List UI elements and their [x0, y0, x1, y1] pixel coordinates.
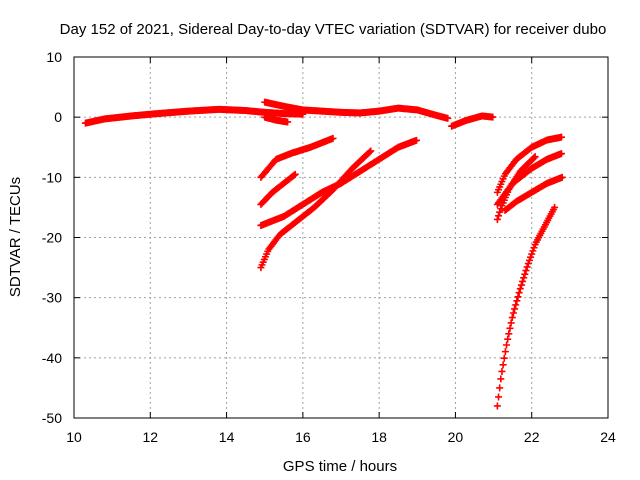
- data-point: [290, 171, 298, 179]
- data-point: [493, 215, 501, 223]
- chart-title: Day 152 of 2021, Sidereal Day-to-day VTE…: [60, 21, 607, 38]
- data-point: [511, 305, 519, 313]
- data-point: [515, 289, 523, 297]
- data-point: [500, 354, 508, 362]
- data-point: [501, 348, 509, 356]
- x-axis-label: GPS time / hours: [283, 458, 397, 475]
- data-point: [531, 153, 539, 161]
- data-point: [495, 393, 503, 401]
- data-point: [413, 136, 421, 144]
- data-point: [551, 203, 559, 211]
- series-arc-13: [493, 203, 559, 410]
- x-axis-ticks: 10 12 14 16 18 20 22 24: [66, 57, 616, 445]
- y-tick-label: -30: [42, 290, 62, 306]
- data-point: [524, 260, 532, 268]
- data-point: [291, 170, 299, 178]
- data-point: [523, 263, 531, 271]
- data-point: [516, 285, 524, 293]
- series-arc-12: [501, 173, 566, 214]
- series-arc-9: [493, 133, 565, 196]
- data-point: [366, 148, 374, 156]
- data-point: [489, 113, 497, 121]
- y-axis-ticks: 10 0 -10 -20 -30 -40 -50: [42, 49, 608, 426]
- data-point: [514, 293, 522, 301]
- data-point: [513, 297, 521, 305]
- data-point: [530, 154, 538, 162]
- data-point: [367, 147, 375, 155]
- series-arc-2: [261, 98, 452, 122]
- data-point: [504, 335, 512, 343]
- data-point: [557, 150, 565, 158]
- y-tick-label: -40: [42, 350, 62, 366]
- series-arc-6: [257, 170, 299, 208]
- data-point: [525, 256, 533, 264]
- data-point: [496, 384, 504, 392]
- x-tick-label: 16: [295, 429, 311, 445]
- data-point: [558, 173, 566, 181]
- y-tick-label: -10: [42, 169, 62, 185]
- x-tick-label: 24: [600, 429, 616, 445]
- data-point: [528, 250, 536, 258]
- x-tick-label: 14: [219, 429, 235, 445]
- data-point: [503, 341, 511, 349]
- data-point: [527, 253, 535, 261]
- series-arc-11: [493, 153, 539, 223]
- series-arc-3: [261, 113, 292, 126]
- series-arc-5: [257, 134, 337, 181]
- data-point: [508, 314, 516, 322]
- data-point: [509, 309, 517, 317]
- x-tick-label: 12: [142, 429, 158, 445]
- data-markers: [81, 98, 566, 410]
- data-point: [521, 270, 529, 278]
- data-point: [493, 402, 501, 410]
- data-point: [498, 367, 506, 375]
- data-point: [512, 301, 520, 309]
- y-tick-label: -50: [42, 410, 62, 426]
- series-arc-8: [257, 147, 375, 272]
- x-tick-label: 20: [448, 429, 464, 445]
- data-point: [505, 330, 513, 338]
- data-point: [557, 133, 565, 141]
- y-tick-label: 10: [46, 49, 62, 65]
- data-point: [506, 324, 514, 332]
- series-arc-4: [448, 112, 497, 130]
- data-point: [499, 361, 507, 369]
- data-point: [444, 114, 452, 122]
- x-tick-label: 22: [524, 429, 540, 445]
- data-point: [522, 267, 530, 275]
- data-point: [520, 274, 528, 282]
- data-point: [530, 244, 538, 252]
- data-point: [497, 375, 505, 383]
- data-point: [284, 118, 292, 126]
- x-tick-label: 18: [371, 429, 387, 445]
- data-point: [529, 247, 537, 255]
- data-point: [517, 281, 525, 289]
- data-point: [495, 212, 503, 220]
- y-axis-label: SDTVAR / TECUs: [7, 177, 24, 297]
- data-point: [496, 208, 504, 216]
- y-tick-label: -20: [42, 230, 62, 246]
- x-tick-label: 10: [66, 429, 82, 445]
- series-arc-1: [81, 105, 307, 127]
- y-tick-label: 0: [54, 109, 62, 125]
- data-point: [507, 319, 515, 327]
- data-point: [519, 277, 527, 285]
- data-point: [329, 134, 337, 142]
